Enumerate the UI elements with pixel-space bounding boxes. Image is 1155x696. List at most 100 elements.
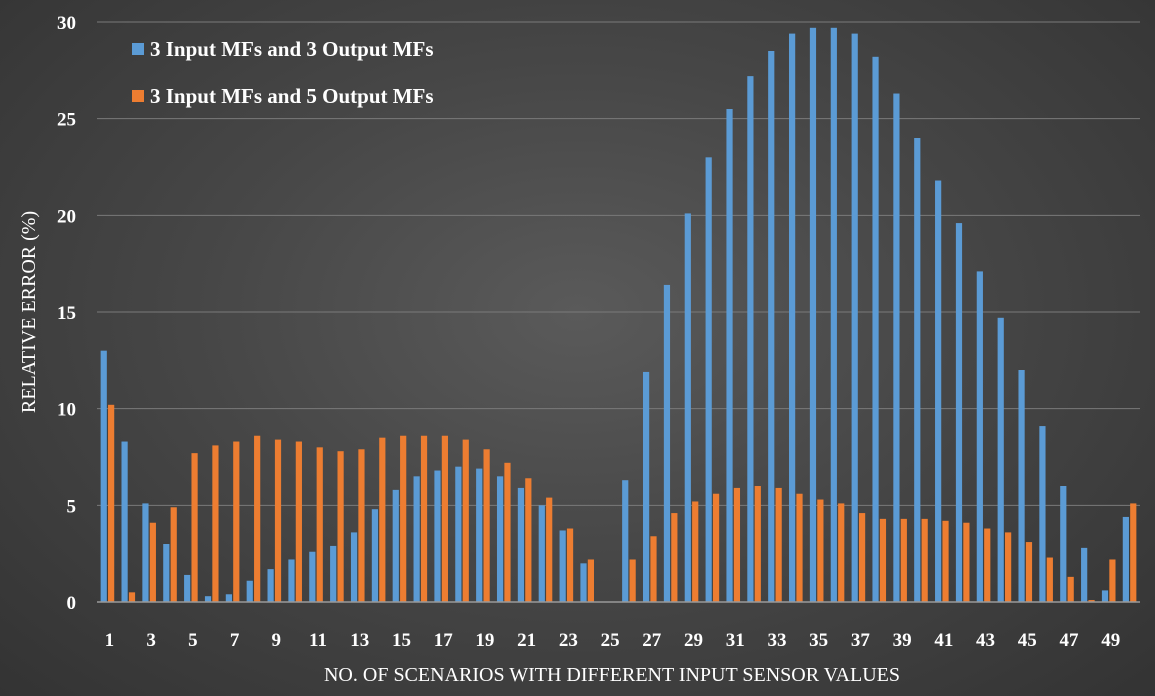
x-tick-label: 23 xyxy=(559,630,578,651)
bar-series-1-scenario-44 xyxy=(997,317,1004,602)
bar-series-2-scenario-30 xyxy=(712,493,720,602)
bar-series-2-scenario-6 xyxy=(212,445,219,602)
bar-series-1-scenario-4 xyxy=(163,544,170,602)
bar-series-1-scenario-38 xyxy=(872,56,879,603)
x-tick-label: 39 xyxy=(893,630,912,651)
bar-series-2-scenario-20 xyxy=(504,462,511,602)
x-tick-label: 49 xyxy=(1101,630,1120,651)
x-tick-label: 9 xyxy=(272,630,282,651)
bar-series-2-scenario-40 xyxy=(921,518,928,602)
x-axis-tick-labels: 1 3 5 7 9 11 13 15 17 19 21 23 25 27 29 31 33 35 37 39 41 43 4… xyxy=(105,630,1121,651)
bar-series-1-scenario-42 xyxy=(955,223,963,602)
bar-series-2-scenario-35 xyxy=(817,499,824,602)
bar-series-1-scenario-1 xyxy=(100,350,107,602)
bar-series-1-scenario-10 xyxy=(288,559,295,602)
y-tick-label: 5 xyxy=(67,496,77,517)
y-tick-label: 0 xyxy=(67,593,77,614)
bar-series-1-scenario-18 xyxy=(455,466,462,602)
bar-series-1-scenario-31 xyxy=(726,109,733,602)
bar-series-2-scenario-9 xyxy=(274,439,282,602)
bar-series-1-scenario-29 xyxy=(684,213,691,602)
bar-series-2-scenario-13 xyxy=(358,449,365,602)
y-axis-tick-labels: 0 5 10 15 20 25 30 xyxy=(57,13,76,614)
x-tick-label: 21 xyxy=(517,630,536,651)
bar-series-1-scenario-22 xyxy=(538,505,545,602)
bar-series-1-scenario-37 xyxy=(851,33,858,603)
bar-series-2-scenario-33 xyxy=(775,487,782,602)
x-tick-label: 47 xyxy=(1059,630,1079,651)
bar-series-2-scenario-5 xyxy=(191,453,198,602)
bar-series xyxy=(100,27,1137,603)
bar-series-1-scenario-40 xyxy=(914,138,921,602)
bar-series-1-scenario-36 xyxy=(830,27,837,603)
x-tick-label: 5 xyxy=(188,630,198,651)
x-tick-label: 19 xyxy=(475,630,494,651)
bar-series-2-scenario-15 xyxy=(400,435,407,602)
bar-series-1-scenario-2 xyxy=(121,441,128,602)
bar-series-2-scenario-37 xyxy=(858,513,866,602)
gridlines xyxy=(97,21,1140,506)
x-tick-label: 25 xyxy=(601,630,620,651)
bar-series-2-scenario-10 xyxy=(295,441,302,602)
bar-series-1-scenario-28 xyxy=(663,284,671,602)
bar-series-1-scenario-49 xyxy=(1101,590,1109,602)
bar-series-1-scenario-23 xyxy=(559,530,566,602)
bar-series-2-scenario-7 xyxy=(233,441,240,602)
legend-swatch-series-2 xyxy=(132,90,144,102)
bar-series-1-scenario-16 xyxy=(413,476,420,602)
x-tick-label: 31 xyxy=(726,630,745,651)
bar-series-2-scenario-44 xyxy=(1005,532,1012,602)
bar-series-1-scenario-47 xyxy=(1060,486,1067,602)
x-tick-label: 35 xyxy=(809,630,828,651)
bar-series-2-scenario-27 xyxy=(650,536,657,602)
y-axis-title: RELATIVE ERROR (%) xyxy=(18,211,40,413)
x-tick-label: 13 xyxy=(350,630,369,651)
bar-series-2-scenario-1 xyxy=(108,404,115,602)
bar-series-1-scenario-35 xyxy=(809,27,817,603)
y-tick-label: 15 xyxy=(57,303,76,324)
x-tick-label: 37 xyxy=(851,630,871,651)
x-tick-label: 11 xyxy=(309,630,327,651)
bar-series-1-scenario-26 xyxy=(622,480,629,602)
bar-series-2-scenario-50 xyxy=(1130,503,1137,602)
bar-series-2-scenario-19 xyxy=(483,449,490,602)
bar-series-2-scenario-21 xyxy=(525,478,532,602)
bar-series-2-scenario-48 xyxy=(1088,600,1095,602)
bar-series-1-scenario-45 xyxy=(1018,370,1025,602)
y-tick-label: 20 xyxy=(57,206,76,227)
bar-series-1-scenario-11 xyxy=(309,551,316,602)
bar-series-2-scenario-39 xyxy=(900,518,907,602)
bar-series-1-scenario-7 xyxy=(225,594,232,602)
bar-series-1-scenario-48 xyxy=(1081,547,1088,602)
bar-series-2-scenario-23 xyxy=(566,528,574,602)
bar-series-2-scenario-12 xyxy=(337,451,344,602)
bar-series-1-scenario-46 xyxy=(1039,426,1046,602)
bar-series-2-scenario-29 xyxy=(692,501,699,602)
bar-series-2-scenario-49 xyxy=(1109,559,1116,602)
bar-series-1-scenario-41 xyxy=(935,180,942,602)
bar-series-2-scenario-28 xyxy=(671,513,678,602)
bar-series-1-scenario-14 xyxy=(371,509,379,602)
legend-label-series-1: 3 Input MFs and 3 Output MFs xyxy=(150,37,434,61)
bar-series-2-scenario-26 xyxy=(629,559,636,602)
bar-series-2-scenario-17 xyxy=(441,435,448,602)
bar-series-2-scenario-46 xyxy=(1046,557,1053,602)
bar-series-1-scenario-33 xyxy=(768,51,775,602)
bar-series-1-scenario-30 xyxy=(705,157,712,602)
bar-series-2-scenario-18 xyxy=(462,439,469,602)
bar-series-1-scenario-34 xyxy=(789,33,796,603)
bar-series-1-scenario-32 xyxy=(747,76,754,602)
bar-series-2-scenario-3 xyxy=(149,522,156,602)
bar-series-2-scenario-38 xyxy=(879,518,887,602)
bar-series-2-scenario-32 xyxy=(754,486,761,602)
x-tick-label: 45 xyxy=(1018,630,1037,651)
y-tick-label: 30 xyxy=(57,13,76,34)
x-tick-label: 41 xyxy=(934,630,953,651)
y-tick-label: 25 xyxy=(57,110,76,131)
bar-series-2-scenario-24 xyxy=(587,559,595,602)
x-tick-label: 17 xyxy=(434,630,454,651)
bar-series-1-scenario-12 xyxy=(330,545,337,602)
y-tick-label: 10 xyxy=(57,400,76,421)
x-tick-label: 3 xyxy=(146,630,156,651)
